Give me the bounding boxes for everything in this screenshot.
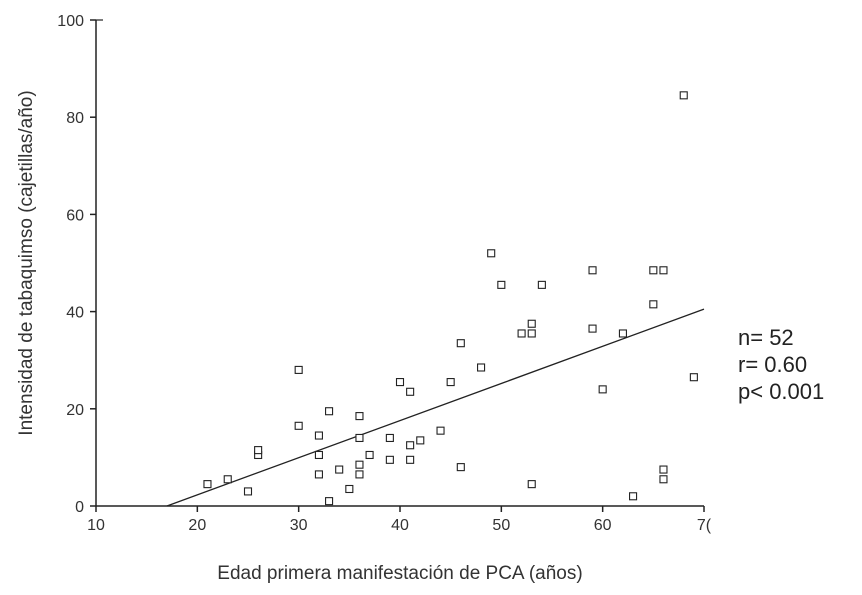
data-point: [223, 475, 232, 484]
data-point: [385, 455, 394, 464]
x-tick-label: 30: [290, 517, 308, 534]
y-tick-label: 80: [66, 110, 84, 127]
data-point: [598, 385, 607, 394]
x-tick-label: 10: [87, 517, 105, 534]
data-point: [345, 484, 354, 494]
data-point: [649, 266, 658, 275]
data-point: [487, 249, 496, 258]
data-point: [395, 378, 405, 387]
y-tick-label: 40: [66, 305, 84, 322]
data-point: [203, 480, 212, 489]
data-point: [294, 421, 303, 430]
data-point: [456, 339, 465, 348]
data-point: [649, 300, 658, 309]
y-axis-label: Intensidad de tabaquimso (cajetillas/año…: [16, 90, 37, 435]
x-tick-label: 20: [188, 517, 206, 534]
data-point: [477, 363, 486, 372]
data-points: [203, 91, 698, 506]
x-tick-label: 60: [594, 517, 612, 534]
data-point: [325, 407, 334, 416]
data-point: [659, 266, 668, 275]
sample-size-text: n= 52: [738, 325, 794, 350]
data-point: [294, 365, 303, 374]
y-tick-label: 0: [75, 499, 84, 516]
data-point: [517, 329, 526, 338]
x-axis-label: Edad primera manifestación de PCA (años): [217, 563, 583, 584]
data-point: [254, 446, 263, 455]
data-point: [385, 433, 394, 443]
data-point: [679, 91, 688, 100]
data-point: [629, 492, 638, 501]
data-point: [618, 329, 627, 338]
y-axis-ticks: 0 20 40 60 80 100: [57, 13, 96, 516]
x-tick-label: 50: [492, 517, 510, 534]
data-point: [314, 470, 323, 479]
data-point: [659, 475, 668, 484]
data-point: [335, 465, 344, 474]
data-point: [355, 460, 364, 469]
data-point: [456, 463, 465, 472]
data-point: [355, 433, 364, 443]
data-point: [406, 455, 415, 464]
statistics-box: n= 52 r= 0.60 p< 0.001: [738, 324, 824, 405]
data-point: [527, 480, 536, 489]
p-value-text: p< 0.001: [738, 379, 825, 404]
data-point: [588, 324, 597, 333]
regression-line: [166, 308, 705, 507]
data-point: [243, 487, 253, 496]
data-point: [314, 431, 323, 440]
data-point: [416, 436, 425, 445]
x-tick-label: 40: [391, 517, 409, 534]
y-tick-label: 20: [66, 402, 84, 419]
data-point: [497, 280, 506, 289]
data-point: [527, 319, 536, 328]
regression-line-group: [166, 308, 705, 507]
data-point: [588, 266, 597, 275]
data-point: [406, 387, 415, 396]
x-axis-ticks: 10 20 30 40 50 60 7(: [87, 506, 712, 534]
data-point: [446, 378, 455, 387]
data-point: [406, 441, 415, 450]
data-point: [325, 497, 334, 506]
data-point: [436, 426, 445, 435]
data-point: [355, 412, 364, 421]
y-tick-label: 100: [57, 13, 84, 30]
data-point: [659, 465, 668, 474]
data-point: [527, 329, 536, 338]
data-point: [537, 280, 546, 289]
correlation-text: r= 0.60: [738, 352, 808, 377]
data-point: [355, 470, 364, 479]
data-point: [365, 450, 374, 460]
data-point: [314, 450, 323, 460]
data-point: [689, 373, 698, 382]
y-tick-label: 60: [66, 207, 84, 224]
x-tick-label: 7(: [697, 517, 712, 534]
